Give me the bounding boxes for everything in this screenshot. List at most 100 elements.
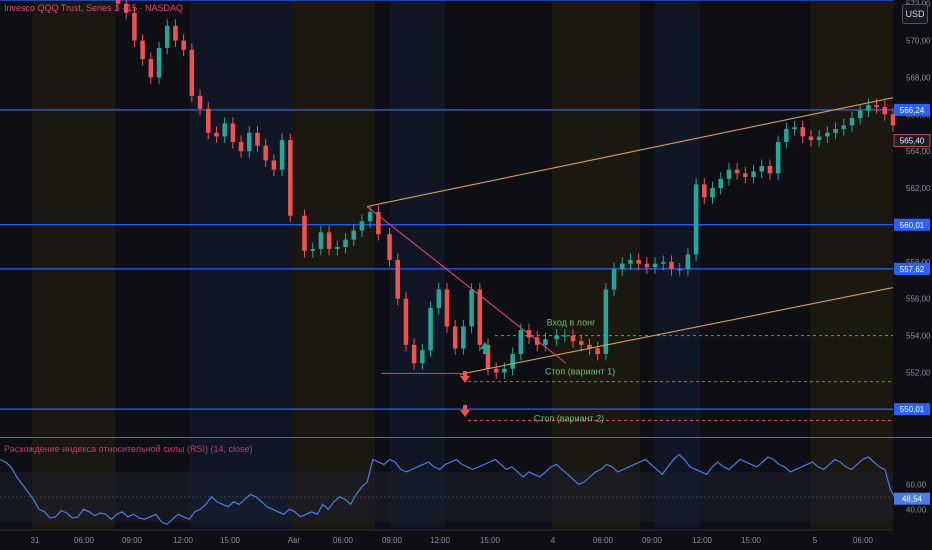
candle-body bbox=[197, 95, 203, 109]
stop2-arrow-icon bbox=[460, 405, 470, 417]
candle-body bbox=[518, 330, 524, 355]
candle-body bbox=[123, 3, 129, 13]
candle-body bbox=[318, 232, 324, 249]
rsi-tick-label: 60,00 bbox=[906, 480, 927, 489]
candle-body bbox=[255, 132, 260, 146]
price-tick-label: 552,00 bbox=[906, 368, 931, 377]
price-tick-label: 556,00 bbox=[906, 295, 931, 304]
candle-body bbox=[874, 105, 879, 107]
candle-body bbox=[611, 269, 617, 290]
candle-body bbox=[578, 341, 584, 345]
candle-body bbox=[452, 326, 458, 349]
candle-body bbox=[808, 136, 814, 141]
rsi-value-badge bbox=[894, 492, 930, 505]
candle-body bbox=[367, 212, 373, 222]
currency-button[interactable]: USD bbox=[902, 4, 928, 24]
session-band bbox=[700, 0, 810, 530]
wedge-line bbox=[366, 206, 567, 364]
candle-body bbox=[628, 259, 633, 264]
time-tick-label: 09:00 bbox=[122, 536, 143, 545]
time-tick-label: 31 bbox=[31, 536, 40, 545]
session-band bbox=[32, 0, 115, 530]
level-price-label: 557,62 bbox=[900, 265, 925, 274]
candle-body bbox=[310, 248, 315, 251]
candle-body bbox=[866, 105, 871, 111]
candle-body bbox=[562, 335, 568, 337]
candle-body bbox=[882, 106, 888, 115]
time-tick-label: 06:00 bbox=[74, 536, 95, 545]
candle-body bbox=[734, 169, 740, 174]
candle-body bbox=[164, 25, 170, 48]
candle-body bbox=[411, 344, 417, 364]
session-band bbox=[552, 0, 640, 530]
candle-body bbox=[661, 261, 666, 264]
candle-body bbox=[718, 178, 723, 189]
candle-body bbox=[403, 298, 409, 345]
candle-body bbox=[816, 136, 822, 141]
candle-body bbox=[343, 239, 348, 248]
session-band bbox=[445, 0, 552, 530]
candle-body bbox=[469, 289, 474, 327]
candle-body bbox=[603, 289, 609, 355]
price-tick-label: 570,00 bbox=[906, 37, 931, 46]
time-tick-label: Авг bbox=[288, 536, 301, 545]
candle-body bbox=[767, 165, 773, 174]
candle-body bbox=[271, 160, 277, 170]
candle-body bbox=[436, 289, 442, 308]
price-axis bbox=[893, 0, 932, 550]
time-tick-label: 12:00 bbox=[173, 536, 194, 545]
time-tick-label: 15:00 bbox=[741, 536, 762, 545]
rsi-line bbox=[0, 453, 897, 526]
candle-body bbox=[784, 129, 789, 142]
time-tick-label: 06:00 bbox=[333, 536, 354, 545]
candle-body bbox=[800, 127, 806, 137]
candle-body bbox=[485, 344, 491, 369]
session-band bbox=[292, 0, 375, 530]
candle-body bbox=[644, 263, 650, 268]
candle-body bbox=[335, 247, 340, 249]
candle-body bbox=[115, 0, 121, 4]
candle-body bbox=[205, 108, 211, 133]
candle-body bbox=[181, 40, 186, 50]
candle-body bbox=[570, 335, 576, 342]
level-price-badge bbox=[894, 103, 930, 116]
candle-body bbox=[726, 169, 732, 179]
candle-body bbox=[461, 326, 466, 349]
level-price-badge bbox=[894, 218, 930, 231]
candle-body bbox=[775, 141, 781, 174]
candle-body bbox=[428, 307, 433, 351]
candle-body bbox=[669, 261, 674, 270]
level-price-badge bbox=[894, 403, 930, 416]
candle-body bbox=[554, 335, 559, 340]
candle-body bbox=[279, 140, 285, 170]
channel-upper-line bbox=[366, 97, 894, 208]
current-price-label: 565,40 bbox=[900, 136, 925, 145]
price-tick-label: 568,00 bbox=[906, 73, 931, 82]
candle-body bbox=[833, 129, 838, 133]
time-tick-label: 12:00 bbox=[692, 536, 713, 545]
candle-body bbox=[743, 173, 748, 178]
candle-body bbox=[677, 269, 682, 271]
price-tick-label: 562,00 bbox=[906, 184, 931, 193]
candle-body bbox=[222, 123, 227, 137]
rsi-title: Расхождение индекса относительной силы (… bbox=[4, 444, 253, 454]
channel-lower-line bbox=[459, 287, 894, 375]
candle-body bbox=[247, 132, 252, 152]
time-tick-label: 4 bbox=[551, 536, 556, 545]
candle-body bbox=[759, 165, 764, 172]
candle-body bbox=[685, 254, 691, 270]
session-band bbox=[375, 0, 390, 530]
candle-body bbox=[444, 289, 450, 327]
annotation-label: Стоп (вариант 1) bbox=[545, 367, 615, 377]
candle-body bbox=[359, 221, 365, 231]
candle-body bbox=[351, 230, 356, 240]
time-tick-label: 12:00 bbox=[430, 536, 451, 545]
candle-body bbox=[857, 110, 863, 119]
candle-body bbox=[587, 344, 592, 349]
candle-body bbox=[620, 263, 625, 270]
candle-body bbox=[751, 171, 756, 178]
price-tick-label: 558,00 bbox=[906, 258, 931, 267]
candle-body bbox=[693, 184, 699, 255]
session-band bbox=[655, 0, 700, 530]
